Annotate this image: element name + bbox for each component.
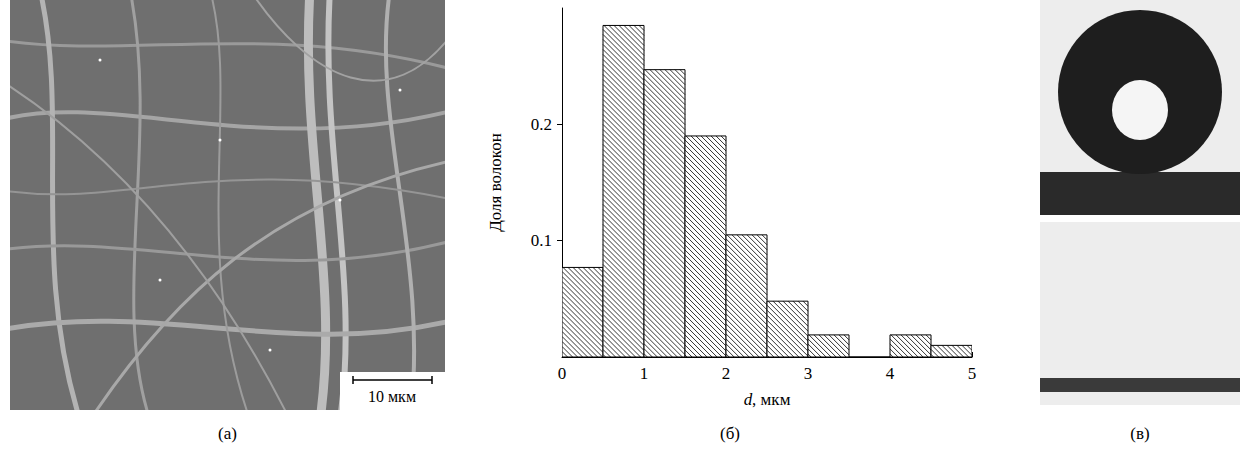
- svg-text:5: 5: [968, 364, 977, 383]
- html-text:(в): (в): [1130, 424, 1150, 443]
- svg-text:0: 0: [558, 364, 567, 383]
- svg-text:0.2: 0.2: [531, 115, 552, 134]
- html-text:(а): (а): [218, 424, 237, 443]
- svg-text:0.1: 0.1: [531, 231, 552, 250]
- svg-text:10 мкм: 10 мкм: [368, 388, 416, 405]
- svg-text:4: 4: [886, 364, 895, 383]
- svg-text:1: 1: [640, 364, 649, 383]
- svg-text:d: d: [743, 390, 753, 409]
- svg-text:3: 3: [804, 364, 813, 383]
- html-text:(б): (б): [720, 424, 740, 443]
- svg-text:2: 2: [722, 364, 731, 383]
- svg-text:, мкм: , мкм: [752, 390, 791, 409]
- svg-text:Доля волокон: Доля волокон: [486, 133, 505, 232]
